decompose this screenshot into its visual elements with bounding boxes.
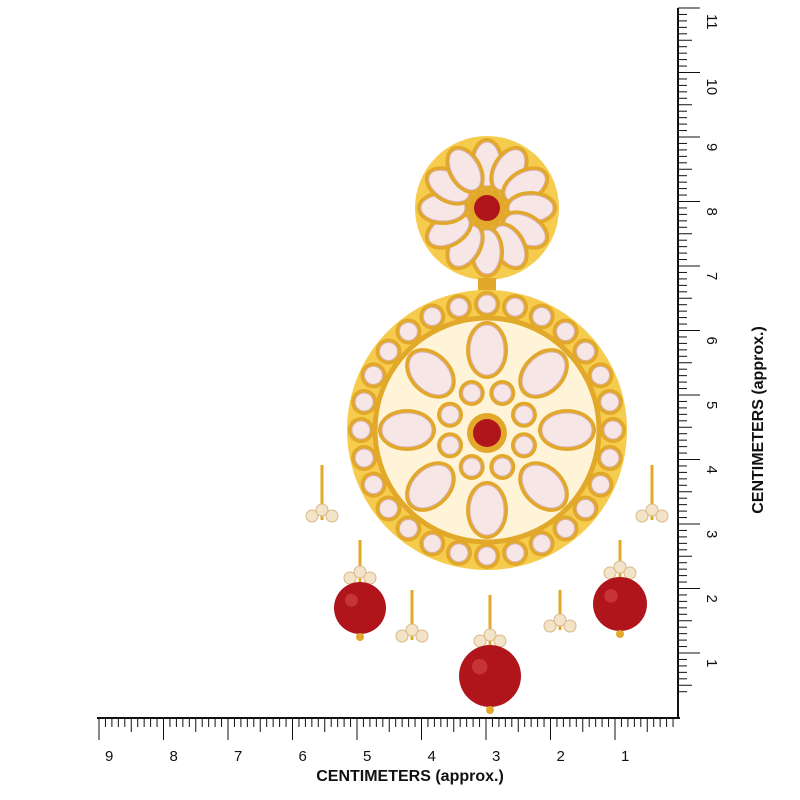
ruler-label: 5 [703,401,720,409]
pearl [325,509,339,523]
ruler-label: 8 [170,748,178,765]
rim-stone [576,341,596,361]
pearl [305,509,319,523]
earring [305,136,669,714]
bead-cap [486,706,494,714]
ruler-label: 1 [703,659,720,667]
inner-stone [514,405,534,425]
rim-stone [422,534,442,554]
inner-stone [440,405,460,425]
inner-stone [514,435,534,455]
inner-stone [492,457,512,477]
pearl [353,565,367,579]
inner-stone [440,435,460,455]
rim-stone [354,392,374,412]
bead-shine [344,593,358,607]
ruler-label: 6 [703,337,720,345]
red-bead [334,582,386,634]
pearl [645,503,659,517]
kundan-stone [469,484,505,536]
ruler-label: 7 [234,748,242,765]
bead-cap [616,630,624,638]
rim-stone [556,519,576,539]
ruler-label: 8 [703,208,720,216]
rim-stone [354,448,374,468]
red-bead [593,577,647,631]
bottom-ruler-title: CENTIMETERS (approx.) [316,768,504,785]
rim-stone [351,420,371,440]
pearl [405,623,419,637]
ruler-label: 9 [105,748,113,765]
rim-stone [449,297,469,317]
kundan-stone [521,464,566,509]
ruler-label: 7 [703,272,720,280]
pearl [655,509,669,523]
rim-stone [600,448,620,468]
pearl [483,628,497,642]
ruler-label: 2 [557,748,565,765]
rim-stone [398,519,418,539]
ruler-label: 4 [428,748,436,765]
ruler-label: 4 [703,466,720,474]
ruler-label: 9 [703,143,720,151]
ruler-label: 11 [703,14,720,30]
kundan-stone [408,351,453,396]
red-bead [459,645,521,707]
rim-stone [532,306,552,326]
inner-stone [492,383,512,403]
rim-stone [477,546,497,566]
rim-stone [532,534,552,554]
right-ruler-title: CENTIMETERS (approx.) [750,326,767,514]
ruler-label: 5 [363,748,371,765]
rim-stone [378,341,398,361]
rim-stone [363,365,383,385]
rim-stone [378,499,398,519]
pearl [623,566,637,580]
bead-cap [356,633,364,641]
rim-stone [363,475,383,495]
pearl [493,634,507,648]
rim-stone [591,365,611,385]
rim-stone [591,475,611,495]
kundan-stone [448,149,482,191]
kundan-stone [381,412,433,448]
rim-stone [576,499,596,519]
pearl [553,613,567,627]
ruler-label: 6 [299,748,307,765]
rim-stone [556,321,576,341]
pearl [395,629,409,643]
pearl [363,571,377,585]
rim-stone [398,321,418,341]
rim-stone [603,420,623,440]
rim-stone [477,294,497,314]
kundan-stone [541,412,593,448]
ruler-label: 10 [703,79,720,96]
rim-stone [505,543,525,563]
top-center-ruby [474,195,500,221]
ruler-label: 3 [703,530,720,538]
ruler-label: 2 [703,595,720,603]
pearl [563,619,577,633]
pearl [415,629,429,643]
kundan-stone [469,324,505,376]
pearl [543,619,557,633]
rim-stone [422,306,442,326]
kundan-stone [408,464,453,509]
pearl [613,560,627,574]
ruler-label: 1 [621,748,629,765]
pearl [635,509,649,523]
rim-stone [449,543,469,563]
center-ruby [473,419,501,447]
rim-stone [600,392,620,412]
bead-shine [471,658,488,675]
inner-stone [462,383,482,403]
ruler-label: 3 [492,748,500,765]
bead-shine [604,589,618,603]
kundan-stone [521,351,566,396]
inner-stone [462,457,482,477]
pearl [315,503,329,517]
rim-stone [505,297,525,317]
